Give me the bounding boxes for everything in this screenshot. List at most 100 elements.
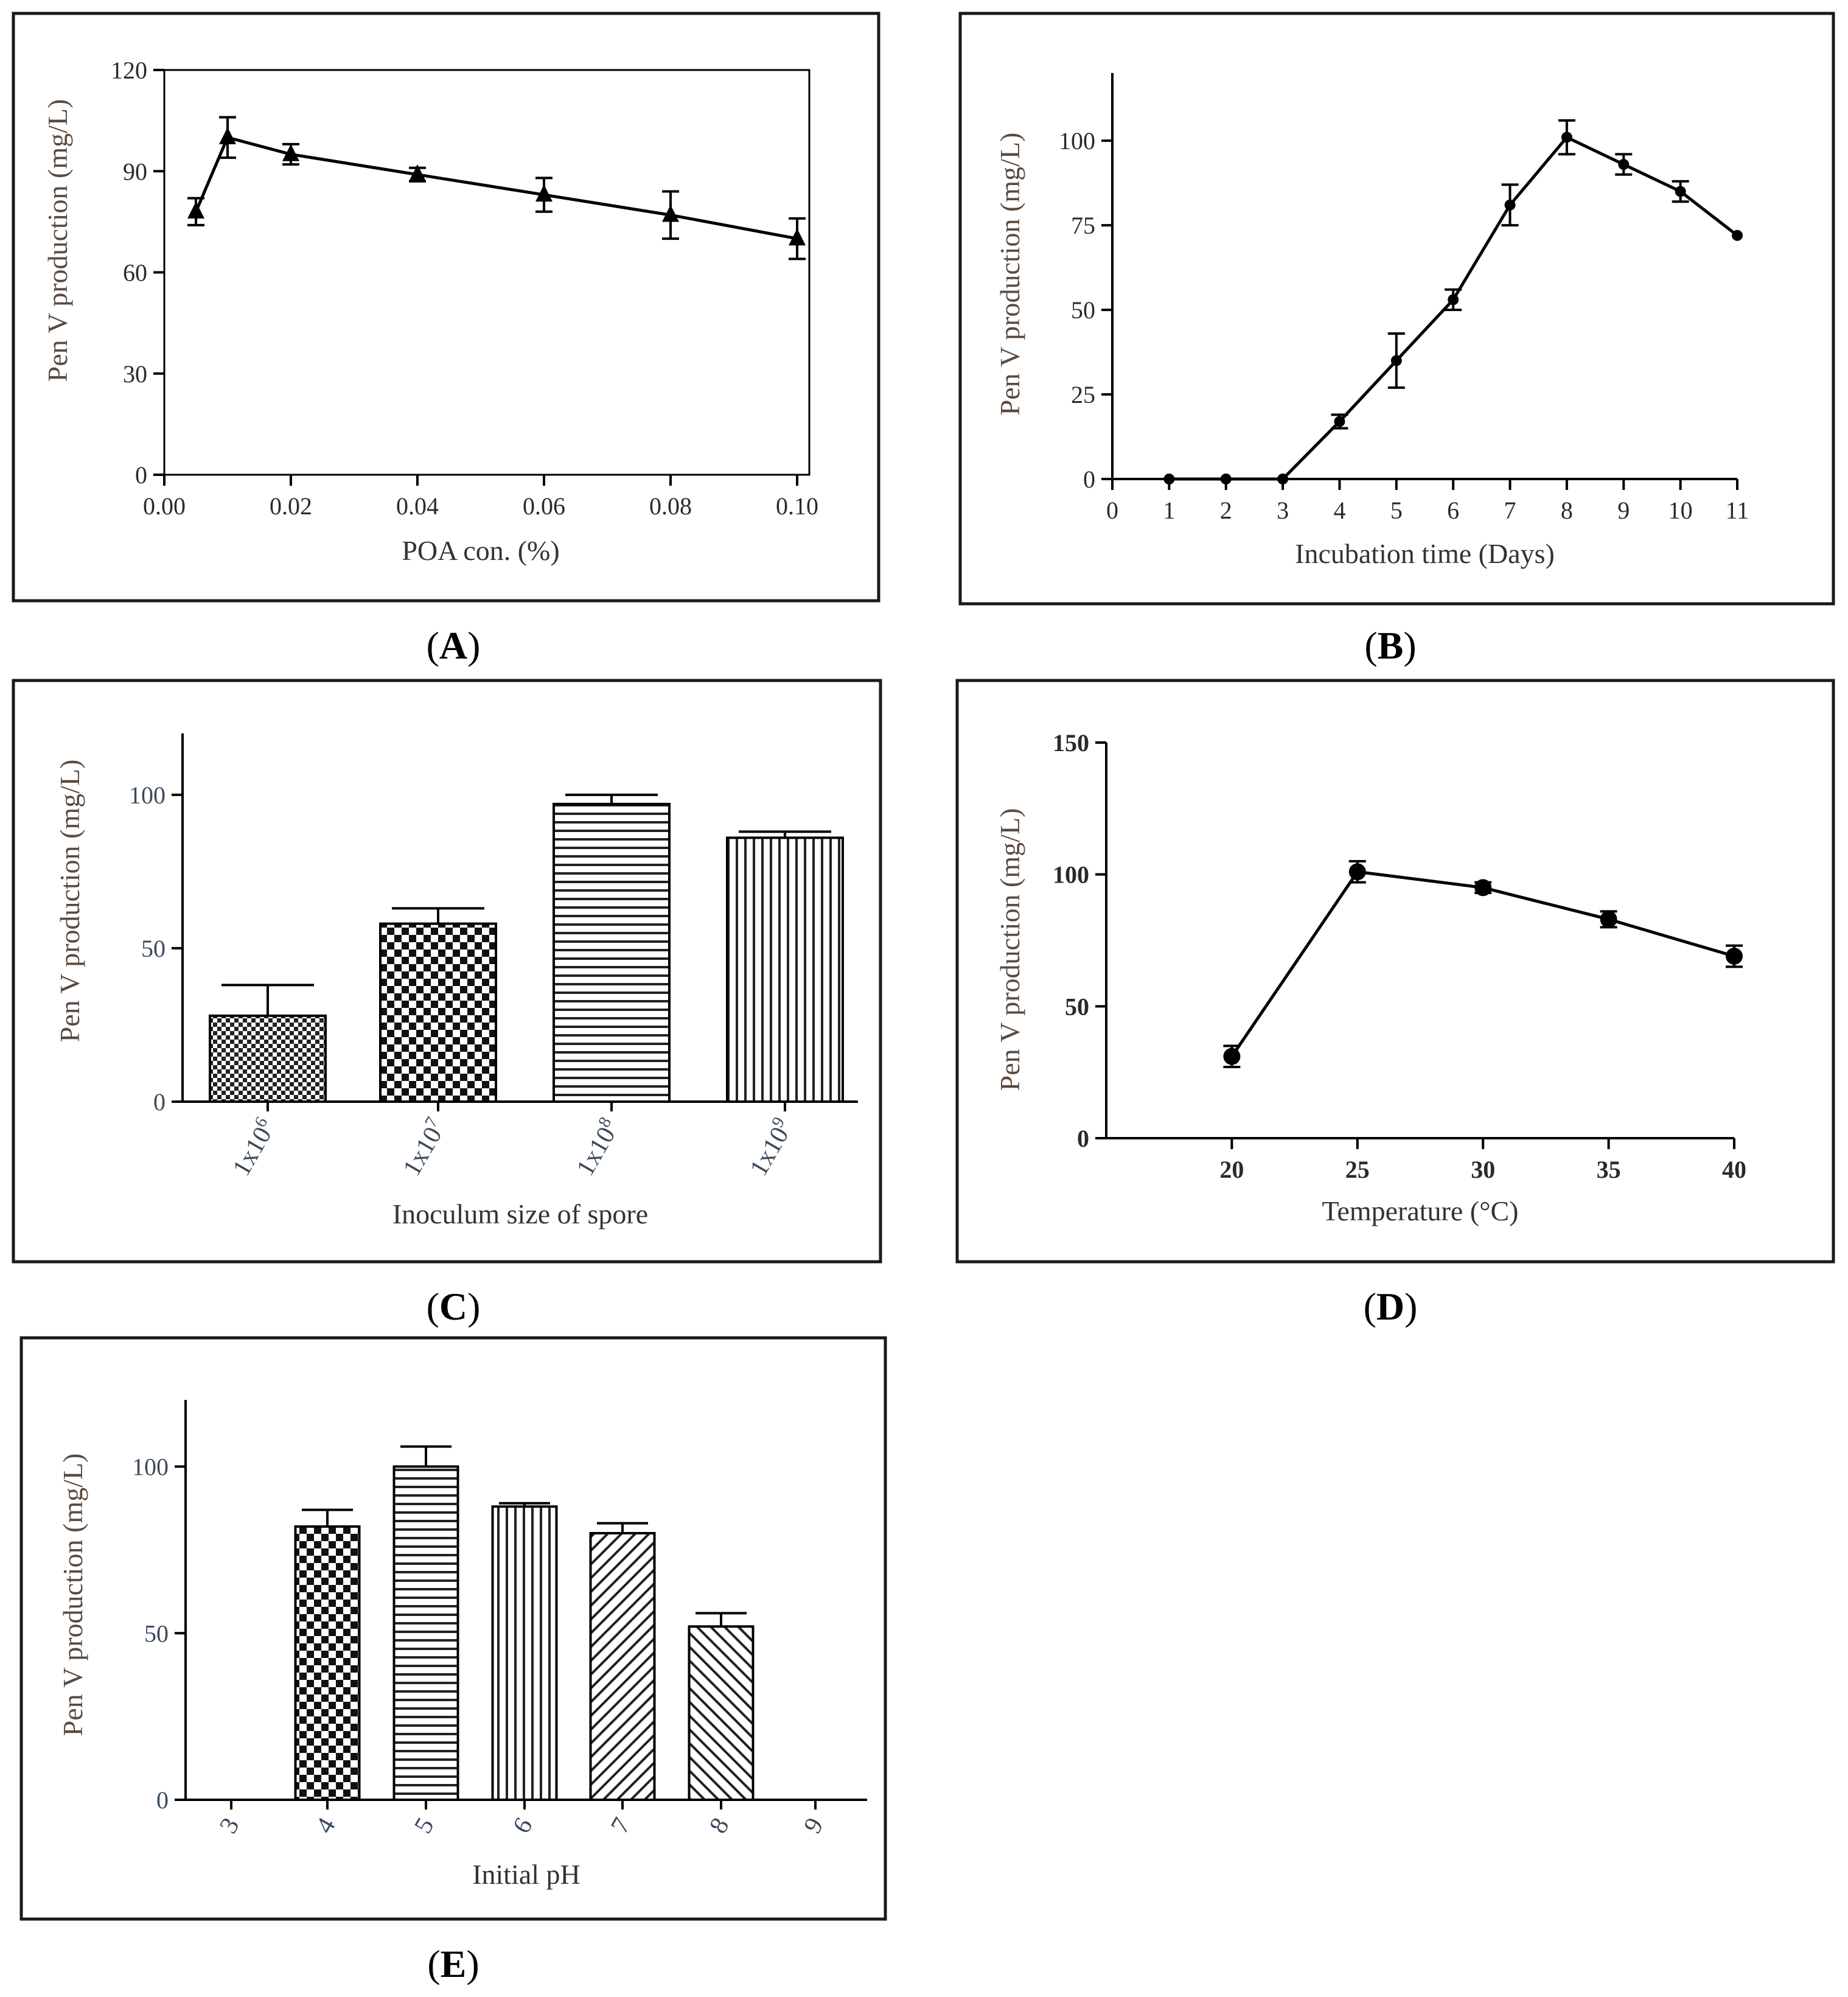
data-point-a-1 [219,127,236,145]
series-line-d-0 [1230,870,1735,1058]
x-tick-label-e-4: 7 [605,1813,636,1838]
panel-d: 0 50 100 150 20 25 30 35 40 Pen V production (mg/… [955,679,1835,1328]
y-tick-label-a-0: 0 [135,461,147,489]
axes-b [1111,73,1737,480]
y-tick-label-d-3: 150 [1053,729,1089,757]
panel-c-frame [12,679,882,1264]
x-tick-label-a-4: 0.08 [649,492,692,520]
chart-d: 0 50 100 150 20 25 30 35 40 Pen V production (mg/… [994,729,1746,1226]
error-bar-e-5 [696,1612,747,1627]
data-point-b-0 [1163,474,1175,484]
panel-b-frame [958,12,1835,606]
y-tick-label-d-0: 0 [1077,1125,1089,1152]
data-point-a-2 [282,144,299,161]
caption-a: (A) [427,624,481,667]
x-tick-label-d-0: 20 [1219,1156,1244,1183]
data-point-b-10 [1732,229,1743,241]
chart-a: 0 30 60 90 120 0.00 0.02 0.04 0.06 0.08 0.10 Pen V … [42,57,818,566]
x-axis-label-e: Initial pH [472,1859,581,1890]
x-tick-label-b-2: 2 [1220,497,1232,524]
bar-e-4 [589,1532,656,1801]
y-tick-label-d-2: 100 [1053,861,1089,889]
bar-c-3 [726,836,844,1103]
bar-e-3 [491,1505,558,1801]
error-bar-e-4 [597,1522,648,1533]
axes-a [163,69,811,476]
data-point-d-1 [1348,863,1366,881]
caption-c: (C) [427,1285,481,1328]
data-point-d-2 [1474,879,1492,897]
data-point-d-0 [1223,1047,1241,1065]
data-point-a-0 [187,201,204,219]
caption-e: (E) [427,1942,479,1985]
y-axis-label-b: Pen V production (mg/L) [994,133,1025,416]
x-tick-label-b-9: 9 [1617,497,1630,524]
panel-e-frame [19,1336,887,1921]
y-tick-label-a-4: 120 [111,57,147,84]
data-point-b-5 [1448,294,1459,306]
caption-b: (B) [1364,624,1416,667]
y-tick-label-c-2: 100 [129,782,166,809]
y-tick-label-b-2: 50 [1071,296,1095,324]
y-tick-label-c-0: 0 [153,1088,166,1116]
y-axis-label-c: Pen V production (mg/L) [54,760,85,1043]
data-point-b-4 [1390,355,1402,366]
x-tick-label-b-11: 11 [1726,497,1749,524]
x-tick-label-c-1: 1x107 [396,1114,452,1181]
plot-frame-a [163,69,811,476]
data-point-a-4 [535,184,553,202]
error-bar-e-3 [499,1502,550,1507]
y-axis-label-e: Pen V production (mg/L) [57,1453,88,1736]
bar-c-2 [553,802,671,1103]
x-tick-label-d-3: 35 [1597,1156,1621,1183]
data-point-d-3 [1600,911,1617,928]
y-tick-label-a-1: 30 [123,360,147,388]
panel-c: 0 50 100 Pen V production (mg/L) Inoculum si… [12,679,882,1328]
y-tick-label-e-2: 100 [132,1453,169,1481]
error-bar-e-2 [400,1445,452,1467]
x-tick-label-b-6: 6 [1447,497,1459,524]
x-axis-label-c: Inoculum size of spore [392,1198,648,1229]
panel-a: 0 30 60 90 120 0.00 0.02 0.04 0.06 0.08 0.10 Pen V … [12,12,880,667]
x-tick-label-b-1: 1 [1163,497,1175,524]
x-tick-label-e-6: 9 [798,1813,829,1838]
chart-c: 0 50 100 Pen V production (mg/L) Inoculum si… [54,733,858,1229]
error-bar-c-0 [221,984,314,1016]
x-tick-label-b-5: 5 [1390,497,1403,524]
data-point-a-6 [789,228,806,246]
x-tick-label-e-3: 6 [507,1813,538,1838]
x-axis-label-b: Incubation time (Days) [1295,538,1555,569]
data-point-b-3 [1334,416,1345,427]
y-tick-label-b-3: 75 [1071,212,1095,239]
y-tick-label-e-0: 0 [156,1786,169,1814]
x-tick-label-d-2: 30 [1471,1156,1495,1183]
data-point-b-1 [1220,474,1232,484]
x-tick-label-b-10: 10 [1668,497,1693,524]
x-tick-label-b-3: 3 [1277,497,1289,524]
data-point-b-8 [1618,159,1630,170]
bar-e-1 [294,1525,361,1802]
y-tick-label-c-1: 50 [141,935,166,962]
x-tick-label-a-5: 0.10 [776,492,818,520]
panel-b: 0 25 50 75 100 0 1 2 3 4 5 6 7 8 9 10 11 Pen V production… [958,12,1835,667]
x-tick-label-b-7: 7 [1504,497,1516,524]
y-tick-label-b-1: 25 [1071,381,1095,408]
chart-e: 0 50 100 Pen V production (mg/L) Initial pH 3… [57,1400,867,1890]
chart-b: 0 25 50 75 100 0 1 2 3 4 5 6 7 8 9 10 11 Pen V production… [994,73,1749,569]
x-tick-label-a-3: 0.06 [523,492,565,520]
x-tick-label-a-2: 0.04 [396,492,439,520]
data-point-b-6 [1504,199,1516,211]
panel-e: 0 50 100 Pen V production (mg/L) Initial pH 3… [19,1336,887,1985]
x-tick-label-e-5: 8 [704,1813,734,1838]
error-bar-c-2 [565,793,658,804]
x-tick-label-b-8: 8 [1561,497,1573,524]
x-tick-label-b-0: 0 [1106,497,1118,524]
y-tick-label-a-3: 90 [123,158,147,185]
y-tick-label-b-4: 100 [1059,127,1095,155]
x-tick-label-c-2: 1x108 [569,1114,625,1181]
data-point-b-7 [1561,131,1572,143]
y-tick-label-d-1: 50 [1065,993,1089,1020]
x-tick-label-c-3: 1x109 [742,1114,798,1181]
x-tick-label-e-1: 4 [310,1813,341,1838]
